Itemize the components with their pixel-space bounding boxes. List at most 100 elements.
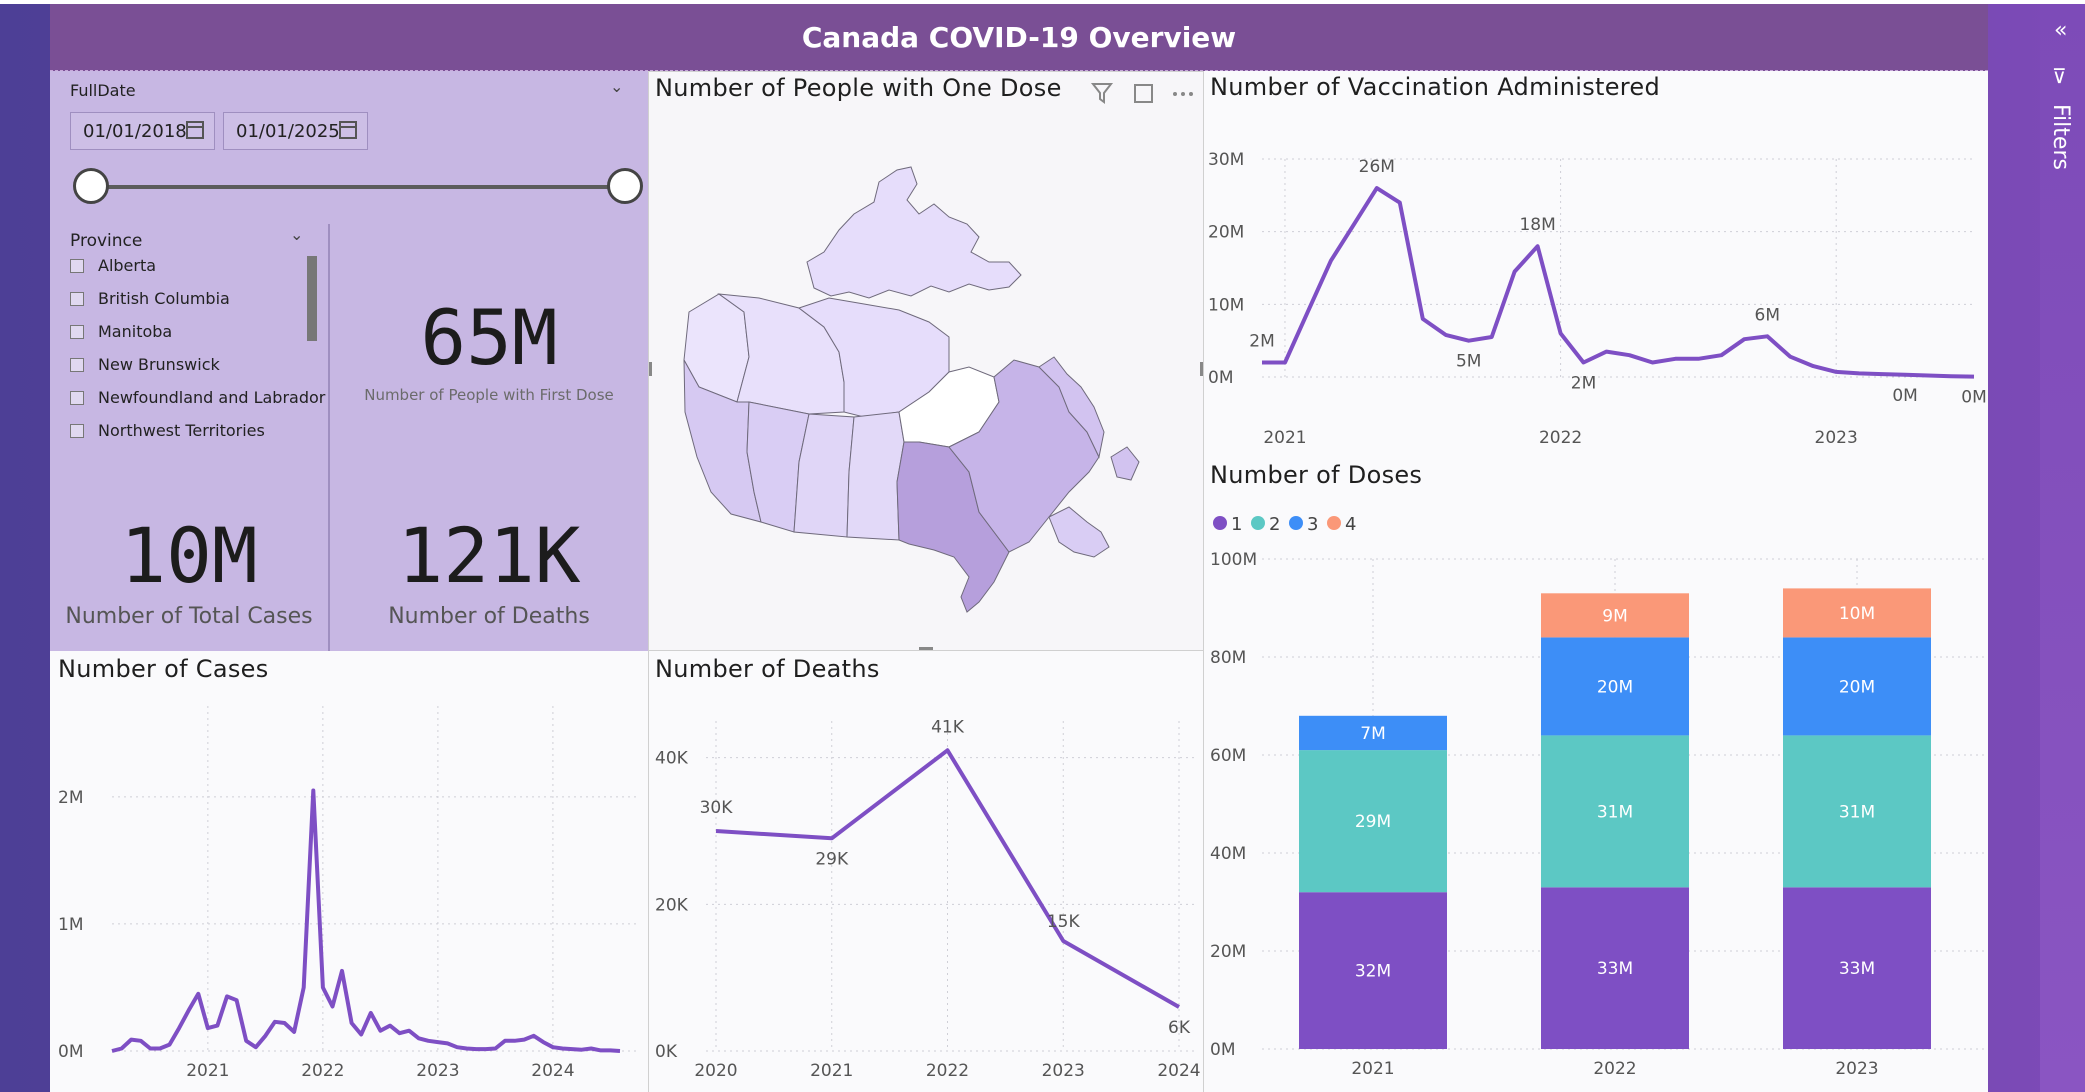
bar-segment xyxy=(1541,637,1689,736)
data-label: 0M xyxy=(1892,386,1917,406)
y-tick-label: 40M xyxy=(1210,844,1246,864)
data-label: 2M xyxy=(1571,373,1596,393)
date-slider-end-handle[interactable] xyxy=(607,168,643,204)
province-item[interactable]: Alberta xyxy=(70,256,156,275)
x-tick-label: 2023 xyxy=(1815,428,1858,448)
bar-data-label: 33M xyxy=(1839,959,1875,979)
bar-segment xyxy=(1541,593,1689,638)
checkbox[interactable] xyxy=(70,423,84,438)
data-label: 5M xyxy=(1456,352,1481,372)
bar-data-label: 7M xyxy=(1360,724,1385,744)
y-tick-label: 30M xyxy=(1208,150,1244,170)
series-line xyxy=(715,748,1180,1009)
date-slider-start-handle[interactable] xyxy=(73,168,109,204)
bar-data-label: 31M xyxy=(1597,802,1633,822)
resize-handle[interactable] xyxy=(1200,362,1203,376)
bar-data-label: 20M xyxy=(1597,677,1633,697)
calendar-icon[interactable] xyxy=(186,121,204,139)
x-tick-label: 2021 xyxy=(186,1061,229,1081)
resize-handle[interactable] xyxy=(649,362,652,376)
cases-kpi-value: 10M xyxy=(120,511,258,600)
checkbox[interactable] xyxy=(70,258,84,273)
checkbox[interactable] xyxy=(70,390,84,405)
legend-marker xyxy=(1289,516,1303,530)
checkbox[interactable] xyxy=(70,291,84,306)
filter-icon[interactable] xyxy=(1090,83,1114,104)
province-scrollbar[interactable] xyxy=(307,256,317,341)
date-slider-track[interactable] xyxy=(92,185,624,189)
checkbox[interactable] xyxy=(70,357,84,372)
filters-pane-collapsed[interactable]: « ⊽ Filters xyxy=(2040,4,2085,1092)
province-item[interactable]: British Columbia xyxy=(70,289,230,308)
bar-data-label: 33M xyxy=(1597,959,1633,979)
deaths-chart-visual[interactable]: Number of Deaths 40K 20K 0K 2020 2021 2022 202… xyxy=(648,651,1204,1092)
province-slicer-label: Province xyxy=(70,231,143,251)
y-tick-label: 2M xyxy=(58,788,83,808)
more-options-icon[interactable] xyxy=(1173,92,1193,96)
chevron-down-icon[interactable]: ⌄ xyxy=(610,77,624,96)
vaccination-chart: 30M 20M 10M 0M 2021 2022 2023 2M 26M 5M 18M 2M 6M 0M 0… xyxy=(1208,150,1987,448)
chevron-down-icon[interactable]: ⌄ xyxy=(290,225,304,244)
x-tick-label: 2022 xyxy=(1539,428,1582,448)
report-canvas: Canada COVID-19 Overview FullDate ⌄ 01/0… xyxy=(50,4,1988,1092)
y-tick-label: 0M xyxy=(1210,1040,1235,1060)
focus-mode-icon[interactable] xyxy=(1134,84,1153,103)
date-slicer-label: FullDate xyxy=(70,81,136,100)
bar-segment xyxy=(1783,887,1931,1049)
bar-data-label: 29M xyxy=(1355,812,1391,832)
data-label: 41K xyxy=(931,717,965,737)
legend-marker xyxy=(1251,516,1265,530)
x-tick-label: 2021 xyxy=(1263,428,1306,448)
bar-segment xyxy=(1299,715,1447,751)
first-dose-kpi-label: Number of People with First Dose xyxy=(364,386,614,404)
cases-chart-title: Number of Cases xyxy=(58,655,269,683)
dashboard-title: Canada COVID-19 Overview xyxy=(50,4,1988,71)
map-region-newfoundland-labrador[interactable] xyxy=(1038,356,1140,481)
series-line xyxy=(111,788,621,1053)
expand-chevron-icon[interactable]: « xyxy=(2054,18,2068,43)
y-tick-label: 80M xyxy=(1210,648,1246,668)
y-tick-label: 100M xyxy=(1210,550,1257,570)
resize-handle[interactable] xyxy=(919,647,933,650)
vaccination-chart-title: Number of Vaccination Administered xyxy=(1210,73,1661,101)
doses-chart-visual[interactable]: Number of Doses 1 2 3 4 100M 80M 60M 40M 20M 0M 32… xyxy=(1204,451,1988,1092)
deaths-kpi-value: 121K xyxy=(397,511,581,600)
province-item[interactable]: Northwest Territories xyxy=(70,421,265,440)
province-item[interactable]: Manitoba xyxy=(70,322,172,341)
legend-label: 2 xyxy=(1269,514,1280,535)
bar-data-label: 10M xyxy=(1839,604,1875,624)
y-tick-label: 20K xyxy=(655,895,689,915)
doses-chart: 1 2 3 4 100M 80M 60M 40M 20M 0M 32M 29M 7M 2021 33M 31M… xyxy=(1210,514,1988,1079)
visual-header-icons xyxy=(1090,83,1193,104)
x-tick-label: 2023 xyxy=(1835,1059,1878,1079)
vaccination-chart-visual[interactable]: Number of Vaccination Administered 30M 20… xyxy=(1204,71,1988,451)
map-region-nunavut-islands[interactable] xyxy=(806,166,1022,299)
checkbox[interactable] xyxy=(70,324,84,339)
start-date-input[interactable]: 01/01/2018 xyxy=(70,112,215,150)
data-label: 6K xyxy=(1168,1018,1191,1038)
map-visual[interactable]: Number of People with One Dose xyxy=(648,71,1204,651)
end-date-input[interactable]: 01/01/2025 xyxy=(223,112,368,150)
doses-chart-title: Number of Doses xyxy=(1210,461,1423,489)
x-tick-label: 2022 xyxy=(926,1061,969,1081)
cases-kpi-label: Number of Total Cases xyxy=(65,604,313,629)
bar-data-label: 31M xyxy=(1839,802,1875,822)
y-tick-label: 20M xyxy=(1210,942,1246,962)
province-item[interactable]: New Brunswick xyxy=(70,355,220,374)
map-region-maritimes[interactable] xyxy=(1048,506,1110,558)
province-item[interactable]: Newfoundland and Labrador xyxy=(70,388,325,407)
data-label: 0M xyxy=(1961,388,1986,408)
data-label: 18M xyxy=(1519,215,1555,235)
cases-chart-visual[interactable]: Number of Cases 2M 1M 0M 2021 2022 2023 2024 xyxy=(50,651,648,1092)
y-tick-label: 1M xyxy=(58,915,83,935)
map-region-manitoba[interactable] xyxy=(846,411,905,541)
data-label: 29K xyxy=(815,849,849,869)
data-label: 30K xyxy=(700,798,734,818)
bar-segment xyxy=(1783,588,1931,638)
calendar-icon[interactable] xyxy=(339,121,357,139)
x-tick-label: 2020 xyxy=(694,1061,737,1081)
legend-label: 3 xyxy=(1307,514,1318,535)
data-label: 2M xyxy=(1249,331,1274,351)
map-title: Number of People with One Dose xyxy=(655,74,1062,102)
filters-pane-label[interactable]: Filters xyxy=(2048,104,2073,170)
